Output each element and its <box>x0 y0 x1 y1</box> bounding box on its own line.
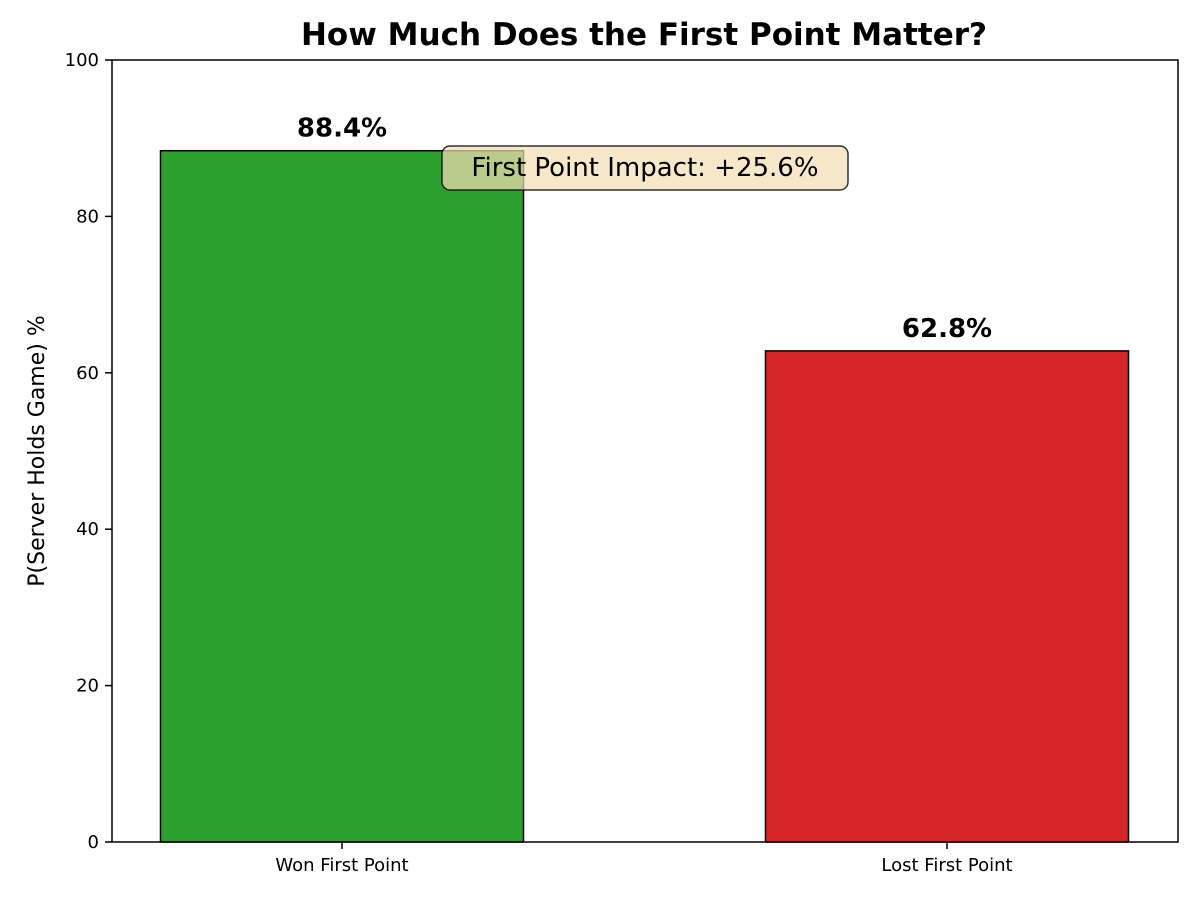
y-tick-label: 60 <box>76 363 99 384</box>
x-tick-label: Won First Point <box>275 855 408 876</box>
y-axis: 0 20 40 60 80 100 <box>65 50 112 853</box>
bars-group <box>159 149 1130 843</box>
x-axis: Won First Point Lost First Point <box>275 842 1013 876</box>
chart-title: How Much Does the First Point Matter? <box>301 17 987 53</box>
annotation-box <box>441 145 849 191</box>
value-label: 88.4% <box>297 114 387 144</box>
plot-frame <box>111 59 1179 843</box>
bar-2 <box>764 350 1130 843</box>
y-axis-label: P(Server Holds Game) % <box>25 315 50 587</box>
x-tick-label: Lost First Point <box>881 855 1012 876</box>
annotation-text: First Point Impact: +25.6% <box>471 153 818 183</box>
y-tick-label: 40 <box>76 519 99 540</box>
bar-1 <box>159 149 525 843</box>
y-tick-label: 20 <box>76 676 99 697</box>
y-tick-label: 0 <box>88 832 99 853</box>
y-tick-label: 100 <box>65 50 99 71</box>
value-label: 62.8% <box>902 314 992 344</box>
y-tick-label: 80 <box>76 206 99 227</box>
value-labels-group: 88.4% 62.8% <box>297 114 992 344</box>
impact-annotation: First Point Impact: +25.6% <box>441 145 849 191</box>
